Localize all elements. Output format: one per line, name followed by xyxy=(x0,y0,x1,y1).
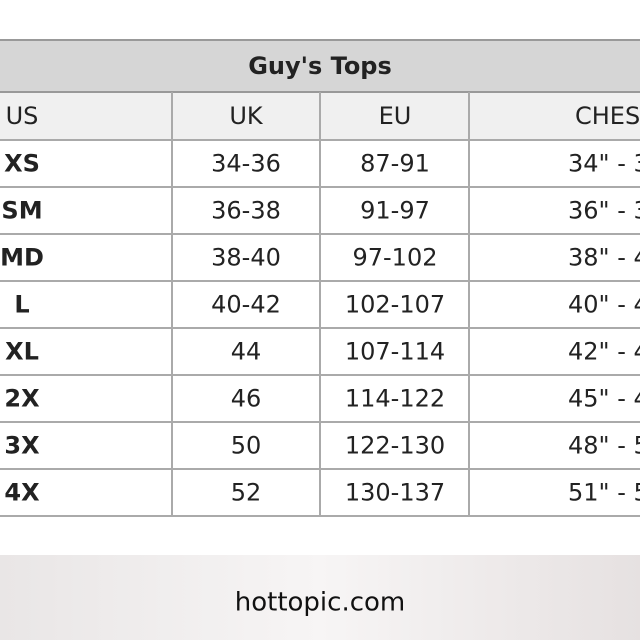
source: hottopic.com xyxy=(235,588,406,618)
cell: 44 xyxy=(231,338,262,366)
cell: 36-38 xyxy=(211,197,281,225)
cell: SM xyxy=(1,197,42,225)
cell: 51" - 5 xyxy=(568,479,640,507)
cell: 4X xyxy=(4,479,40,507)
cell: 36" - 3 xyxy=(568,197,640,225)
cell: 91-97 xyxy=(360,197,430,225)
footer-bg xyxy=(0,555,640,640)
cell: 34" - 3 xyxy=(568,150,640,178)
column-header: UK xyxy=(229,102,264,130)
cell: 102-107 xyxy=(345,291,445,319)
cell: 38" - 4 xyxy=(568,244,640,272)
cell: 48" - 5 xyxy=(568,432,640,460)
cell: 46 xyxy=(231,385,262,413)
cell: 114-122 xyxy=(345,385,445,413)
cell: 87-91 xyxy=(360,150,430,178)
cell: 45" - 4 xyxy=(568,385,640,413)
cell: 122-130 xyxy=(345,432,445,460)
cell: L xyxy=(14,291,29,319)
cell: 40-42 xyxy=(211,291,281,319)
column-header: EU xyxy=(379,102,412,130)
cell: 130-137 xyxy=(345,479,445,507)
cell: MD xyxy=(0,244,44,272)
table-title: Guy's Tops xyxy=(248,52,392,80)
cell: 34-36 xyxy=(211,150,281,178)
cell: 2X xyxy=(4,385,40,413)
column-header: US xyxy=(6,102,39,130)
cell: XS xyxy=(4,150,40,178)
table: US UK EU CHES XS 34-36 87-91 34" - 3 SM 36-38 91-9… xyxy=(0,39,640,517)
column-header: CHES xyxy=(575,102,640,130)
cell: 40" - 4 xyxy=(568,291,640,319)
cell: 107-114 xyxy=(345,338,445,366)
cell: 42" - 4 xyxy=(568,338,640,366)
cell: 97-102 xyxy=(352,244,437,272)
cell: 50 xyxy=(231,432,262,460)
cell: XL xyxy=(5,338,39,366)
cell: 52 xyxy=(231,479,262,507)
cell: 3X xyxy=(4,432,40,460)
cell: 38-40 xyxy=(211,244,281,272)
title-bar xyxy=(0,40,640,92)
